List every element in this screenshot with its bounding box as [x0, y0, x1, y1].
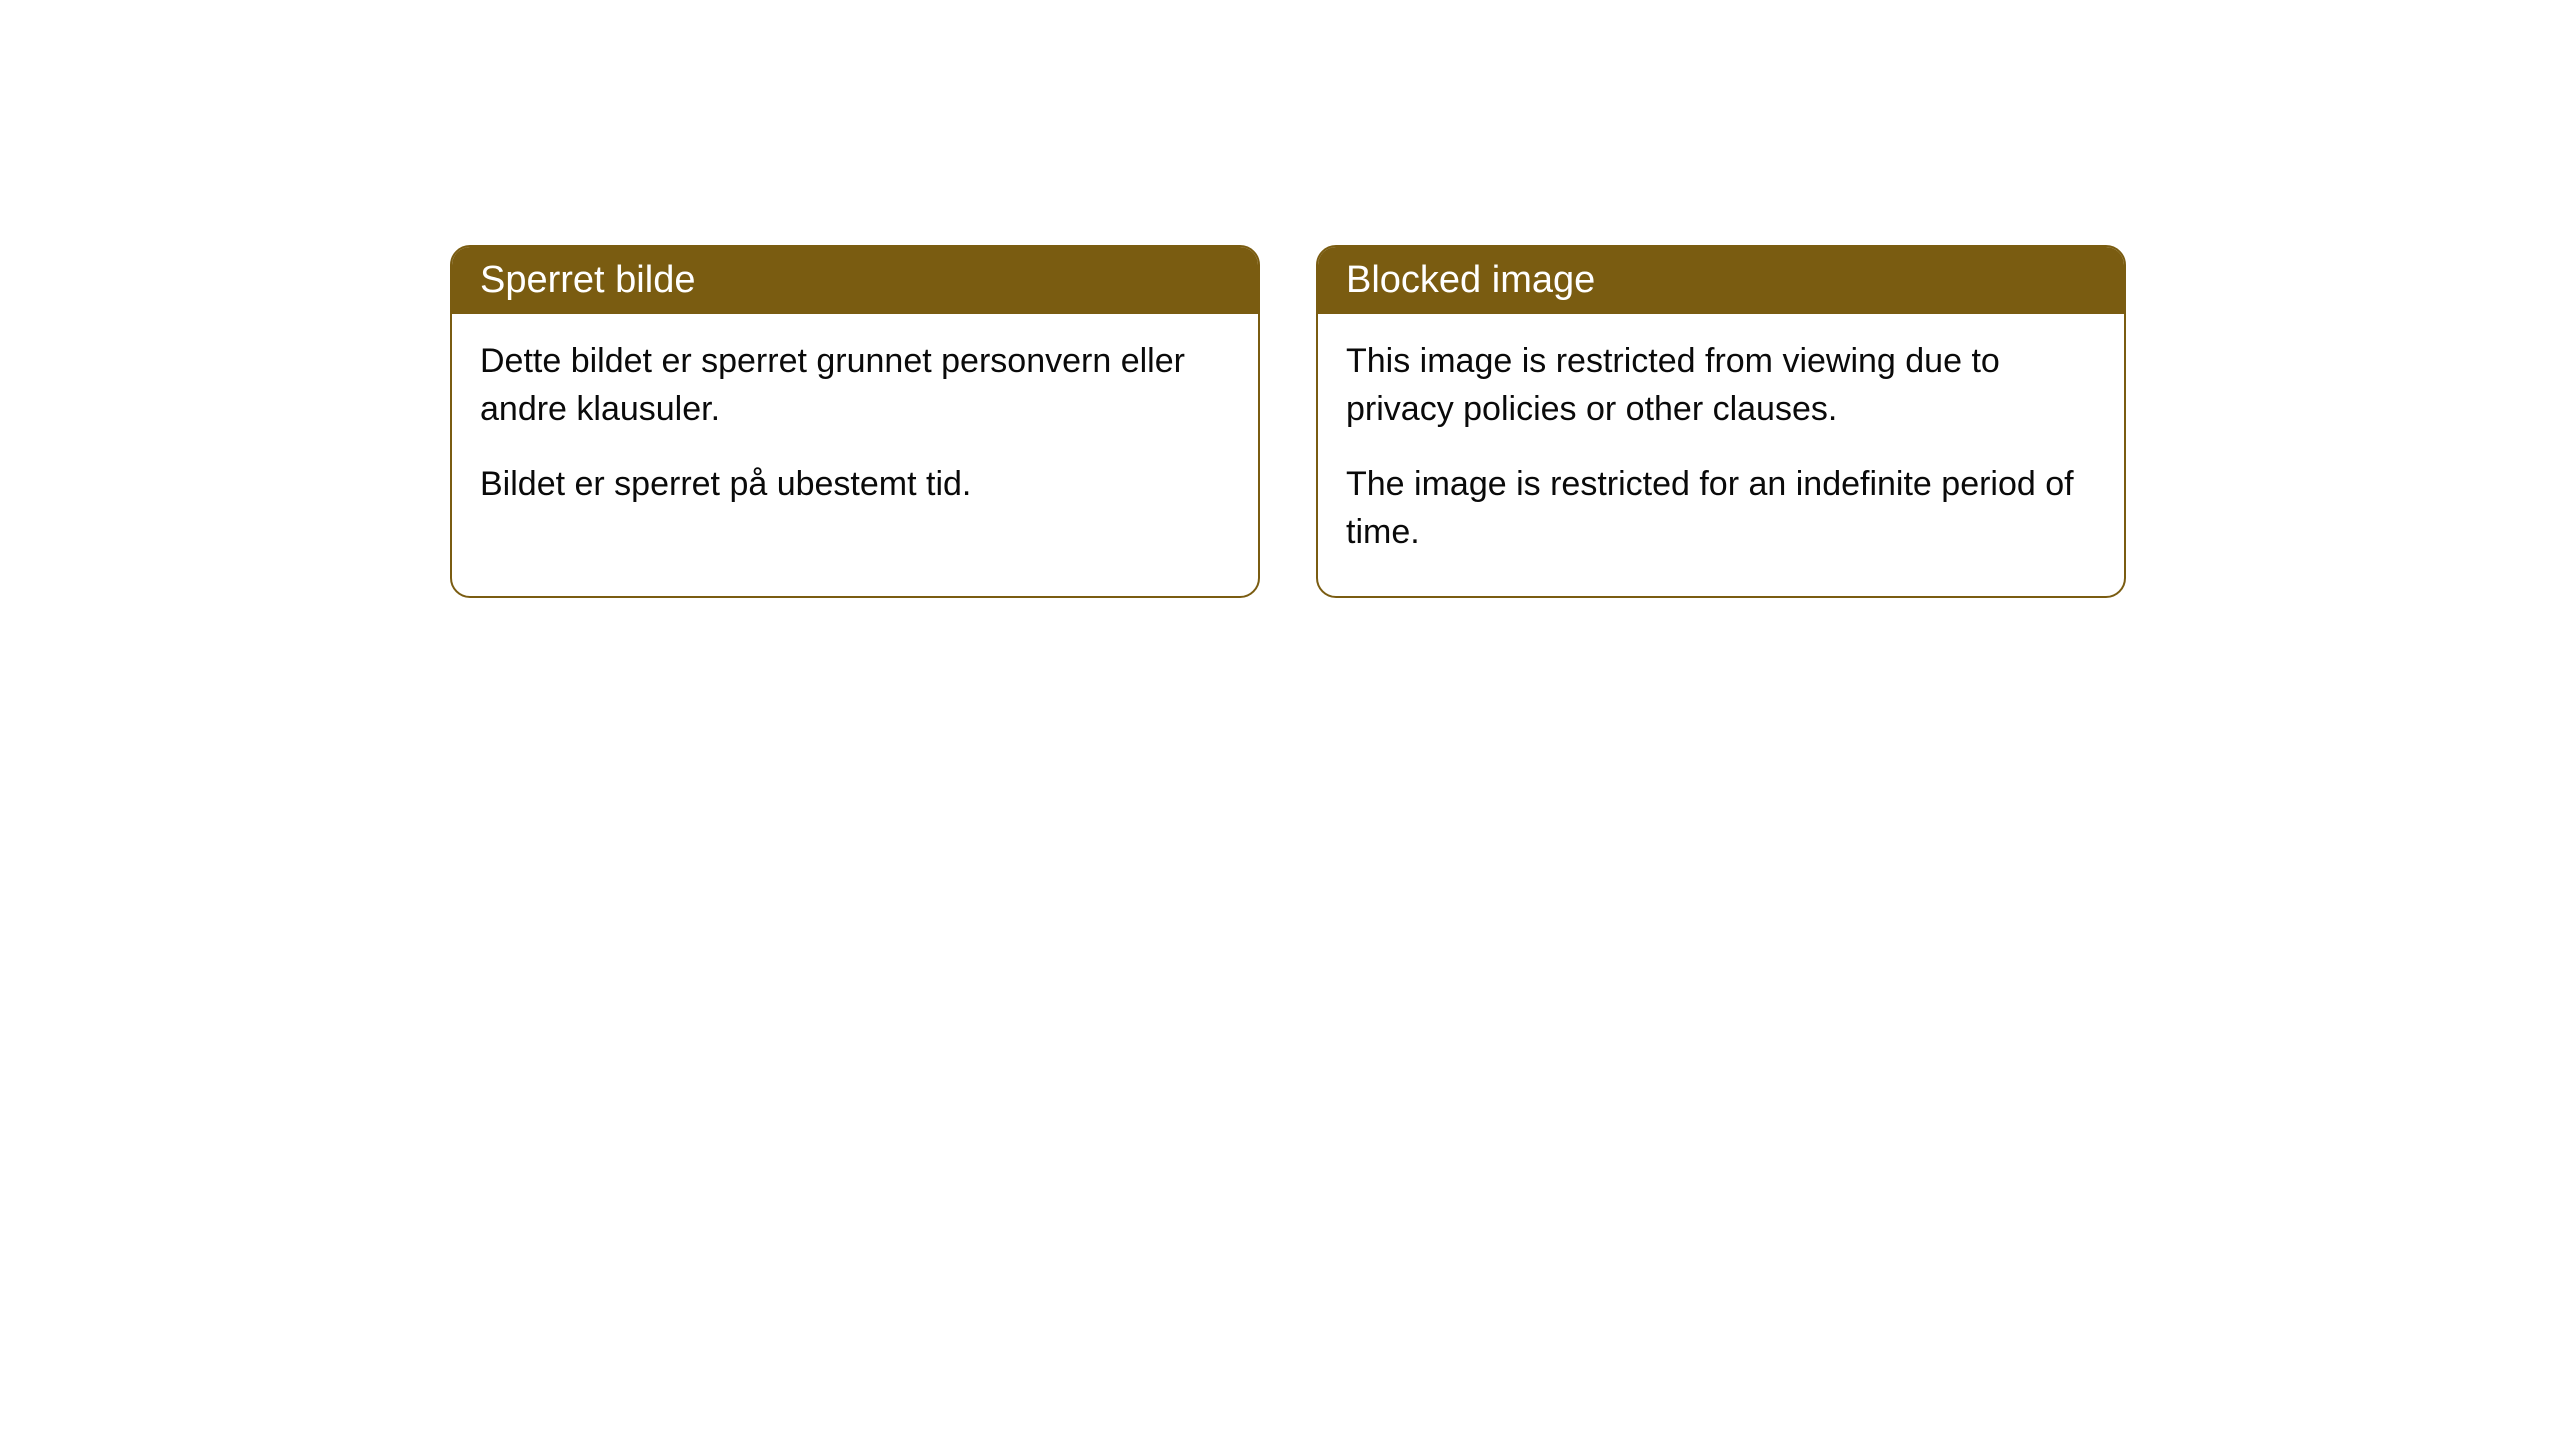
- notice-cards-container: Sperret bilde Dette bildet er sperret gr…: [450, 245, 2126, 598]
- card-paragraph-2-english: The image is restricted for an indefinit…: [1346, 461, 2096, 556]
- card-paragraph-1-norwegian: Dette bildet er sperret grunnet personve…: [480, 338, 1230, 433]
- card-paragraph-1-english: This image is restricted from viewing du…: [1346, 338, 2096, 433]
- card-header-norwegian: Sperret bilde: [452, 247, 1258, 314]
- card-body-english: This image is restricted from viewing du…: [1318, 314, 2124, 596]
- blocked-image-card-norwegian: Sperret bilde Dette bildet er sperret gr…: [450, 245, 1260, 598]
- blocked-image-card-english: Blocked image This image is restricted f…: [1316, 245, 2126, 598]
- card-header-english: Blocked image: [1318, 247, 2124, 314]
- card-paragraph-2-norwegian: Bildet er sperret på ubestemt tid.: [480, 461, 1230, 509]
- card-body-norwegian: Dette bildet er sperret grunnet personve…: [452, 314, 1258, 549]
